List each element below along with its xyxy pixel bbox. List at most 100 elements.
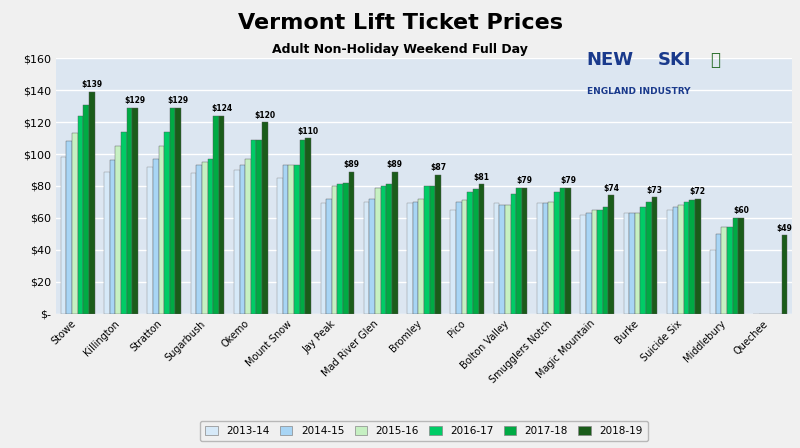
Bar [430, 186, 435, 314]
Text: $129: $129 [125, 96, 146, 105]
Bar [213, 116, 218, 314]
Bar [435, 175, 441, 314]
Bar [164, 132, 170, 314]
Bar [499, 205, 505, 314]
Bar [121, 132, 126, 314]
Bar [306, 138, 311, 314]
Bar [597, 210, 603, 314]
Bar [494, 203, 499, 314]
Bar [505, 205, 510, 314]
Bar [646, 202, 652, 314]
Text: $74: $74 [603, 184, 619, 193]
Bar [418, 199, 424, 314]
Text: $81: $81 [474, 173, 490, 182]
Bar [175, 108, 181, 314]
Bar [462, 200, 467, 314]
Bar [407, 203, 413, 314]
Text: $87: $87 [430, 164, 446, 172]
Bar [678, 205, 684, 314]
Text: $129: $129 [168, 96, 189, 105]
Bar [722, 228, 727, 314]
Bar [300, 140, 306, 314]
Bar [294, 165, 300, 314]
Text: $79: $79 [560, 176, 576, 185]
Bar [257, 140, 262, 314]
Text: $73: $73 [646, 186, 662, 195]
Text: ⛷: ⛷ [710, 51, 720, 69]
Bar [158, 146, 164, 314]
Bar [738, 218, 744, 314]
Bar [245, 159, 251, 314]
Bar [104, 172, 110, 314]
Bar [554, 192, 559, 314]
Text: ENGLAND INDUSTRY: ENGLAND INDUSTRY [586, 87, 690, 96]
Bar [61, 157, 66, 314]
Bar [338, 184, 343, 314]
Bar [548, 202, 554, 314]
Bar [537, 203, 542, 314]
Bar [262, 122, 268, 314]
Bar [695, 199, 701, 314]
Bar [66, 141, 72, 314]
Text: NEW: NEW [586, 51, 634, 69]
Bar [641, 207, 646, 314]
Text: $89: $89 [386, 160, 402, 169]
Bar [673, 207, 678, 314]
Bar [542, 203, 548, 314]
Bar [278, 178, 283, 314]
Bar [251, 140, 257, 314]
Bar [332, 186, 338, 314]
Bar [326, 199, 332, 314]
Bar [364, 202, 370, 314]
Bar [522, 188, 527, 314]
Bar [635, 213, 641, 314]
Text: $72: $72 [690, 187, 706, 196]
Bar [684, 202, 690, 314]
Bar [603, 207, 609, 314]
Bar [349, 172, 354, 314]
Bar [710, 250, 716, 314]
Bar [89, 92, 94, 314]
Bar [126, 108, 132, 314]
Bar [234, 170, 239, 314]
Text: $120: $120 [254, 111, 275, 120]
Bar [78, 116, 83, 314]
Bar [413, 202, 418, 314]
Bar [456, 202, 462, 314]
Bar [218, 116, 225, 314]
Text: $110: $110 [298, 127, 318, 136]
Bar [283, 165, 289, 314]
Bar [510, 194, 516, 314]
Bar [321, 203, 326, 314]
Text: $49: $49 [777, 224, 792, 233]
Bar [473, 189, 478, 314]
Bar [386, 184, 392, 314]
Bar [110, 160, 115, 314]
Text: $124: $124 [211, 104, 232, 113]
Bar [170, 108, 175, 314]
Bar [207, 159, 213, 314]
Bar [190, 173, 196, 314]
Text: Adult Non-Holiday Weekend Full Day: Adult Non-Holiday Weekend Full Day [272, 43, 528, 56]
Bar [586, 213, 591, 314]
Bar [733, 218, 738, 314]
Text: $79: $79 [517, 176, 533, 185]
Bar [630, 213, 635, 314]
Bar [559, 188, 565, 314]
Text: $60: $60 [733, 207, 749, 215]
Bar [690, 200, 695, 314]
Bar [580, 215, 586, 314]
Bar [478, 184, 484, 314]
Bar [667, 210, 673, 314]
Legend: 2013-14, 2014-15, 2015-16, 2016-17, 2017-18, 2018-19: 2013-14, 2014-15, 2015-16, 2016-17, 2017… [200, 421, 648, 441]
Text: Vermont Lift Ticket Prices: Vermont Lift Ticket Prices [238, 13, 562, 34]
Bar [424, 186, 430, 314]
Bar [591, 210, 597, 314]
Bar [716, 234, 722, 314]
Bar [652, 197, 658, 314]
Bar [782, 235, 787, 314]
Bar [147, 167, 153, 314]
Bar [375, 188, 381, 314]
Bar [153, 159, 158, 314]
Bar [609, 195, 614, 314]
